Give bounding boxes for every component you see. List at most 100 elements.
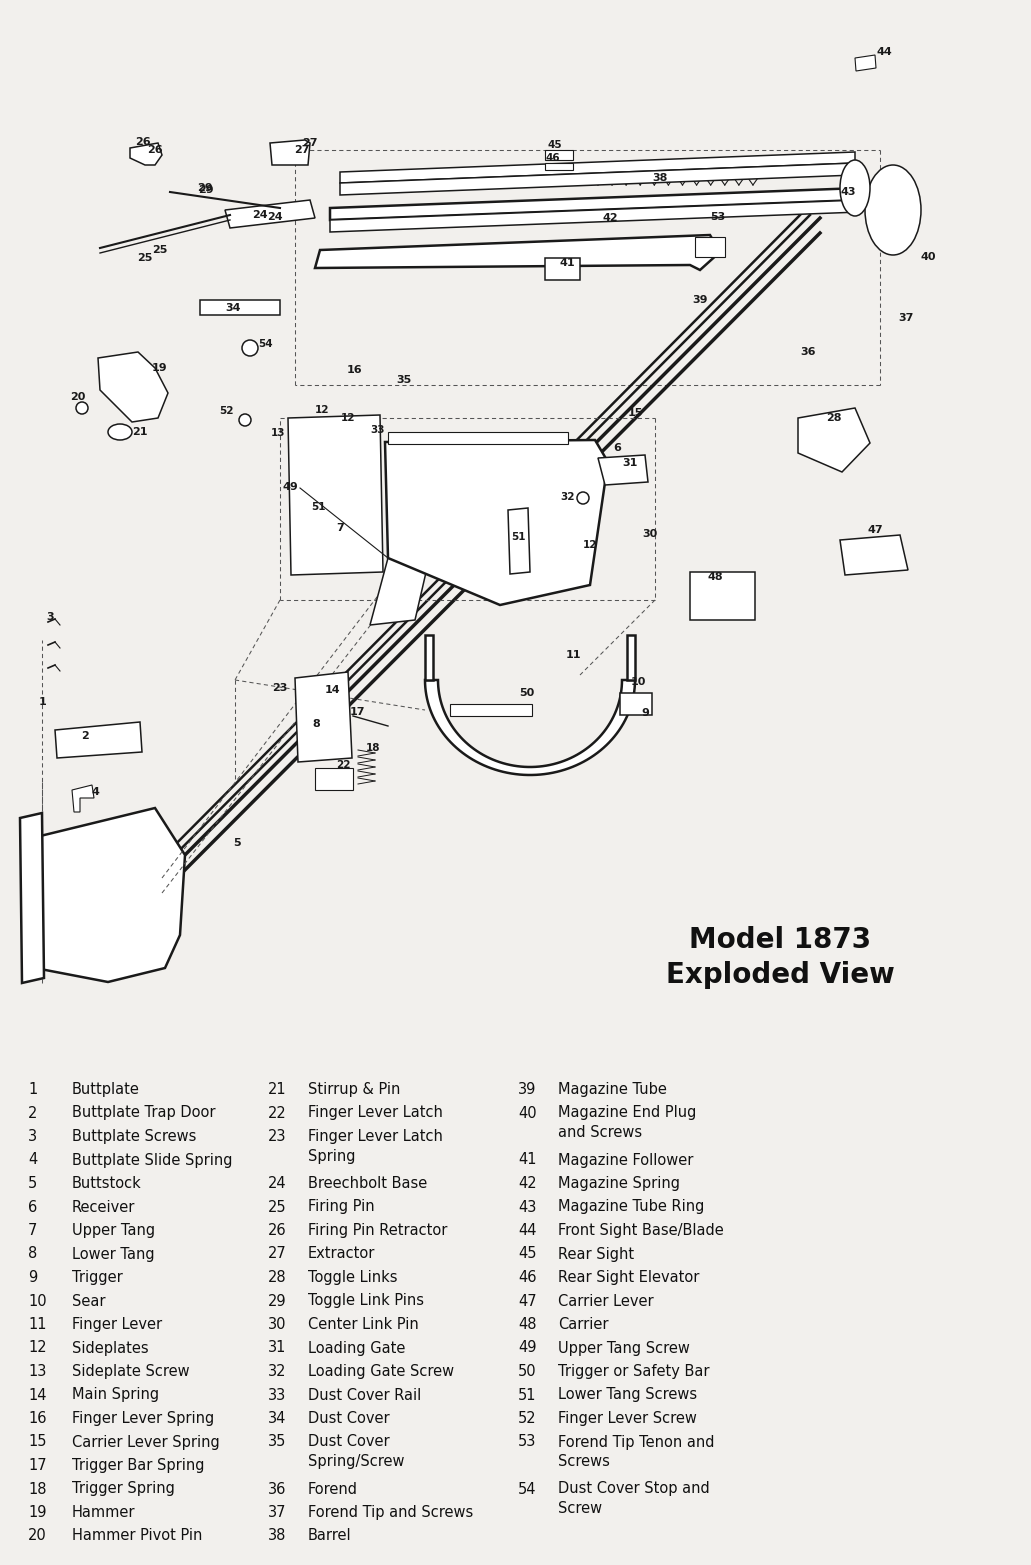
Text: 49: 49 [518, 1341, 536, 1355]
Text: Lower Tang Screws: Lower Tang Screws [558, 1388, 697, 1402]
Bar [315, 768, 353, 790]
Text: 12: 12 [28, 1341, 46, 1355]
Text: 26: 26 [135, 138, 151, 147]
Text: 10: 10 [630, 678, 645, 687]
Text: Toggle Links: Toggle Links [308, 1271, 398, 1285]
Text: 21: 21 [268, 1081, 287, 1097]
Polygon shape [20, 812, 44, 983]
Text: 5: 5 [28, 1175, 37, 1191]
Text: Finger Lever Spring: Finger Lever Spring [72, 1412, 214, 1426]
Text: Finger Lever Latch: Finger Lever Latch [308, 1128, 443, 1144]
Text: 44: 44 [876, 47, 892, 56]
Text: 54: 54 [518, 1482, 536, 1496]
Text: 43: 43 [518, 1199, 536, 1214]
Text: 9: 9 [641, 707, 648, 718]
Text: 12: 12 [583, 540, 597, 549]
Text: 52: 52 [518, 1412, 536, 1426]
Text: 32: 32 [268, 1365, 287, 1379]
Text: Buttplate Slide Spring: Buttplate Slide Spring [72, 1152, 233, 1167]
Text: 4: 4 [28, 1152, 37, 1167]
Text: 3: 3 [46, 612, 54, 621]
Text: Firing Pin Retractor: Firing Pin Retractor [308, 1222, 447, 1238]
Text: 30: 30 [642, 529, 658, 538]
Polygon shape [130, 142, 162, 164]
Text: 31: 31 [268, 1341, 287, 1355]
Text: 12: 12 [340, 413, 355, 423]
Polygon shape [855, 55, 876, 70]
Text: 50: 50 [518, 1365, 536, 1379]
Text: 9: 9 [28, 1271, 37, 1285]
Text: 36: 36 [800, 347, 816, 357]
Text: 4: 4 [92, 787, 100, 797]
Text: 6: 6 [613, 443, 621, 452]
Text: Trigger or Safety Bar: Trigger or Safety Bar [558, 1365, 709, 1379]
Text: 53: 53 [518, 1435, 536, 1449]
Text: 44: 44 [518, 1222, 536, 1238]
Text: 45: 45 [518, 1246, 536, 1261]
Text: 37: 37 [898, 313, 913, 322]
Text: Toggle Link Pins: Toggle Link Pins [308, 1294, 424, 1308]
Polygon shape [315, 235, 720, 271]
Text: Dust Cover Stop and: Dust Cover Stop and [558, 1482, 709, 1496]
Text: Center Link Pin: Center Link Pin [308, 1318, 419, 1332]
Text: 40: 40 [921, 252, 936, 261]
Text: 46: 46 [518, 1271, 536, 1285]
Text: Buttplate Screws: Buttplate Screws [72, 1128, 196, 1144]
Text: Spring: Spring [308, 1149, 356, 1164]
Text: 53: 53 [710, 211, 726, 222]
Text: 41: 41 [518, 1152, 536, 1167]
Text: Buttstock: Buttstock [72, 1175, 141, 1191]
Polygon shape [340, 163, 855, 196]
Polygon shape [840, 535, 908, 574]
Text: Loading Gate: Loading Gate [308, 1341, 405, 1355]
Text: 14: 14 [28, 1388, 46, 1402]
Text: 27: 27 [294, 146, 309, 155]
Text: Finger Lever Screw: Finger Lever Screw [558, 1412, 697, 1426]
Polygon shape [425, 681, 635, 775]
Text: 14: 14 [324, 685, 340, 695]
Text: 2: 2 [81, 731, 89, 740]
Text: 22: 22 [336, 761, 351, 770]
Text: 20: 20 [70, 391, 86, 402]
Polygon shape [72, 786, 94, 812]
Text: 45: 45 [547, 139, 562, 150]
Text: 5: 5 [233, 837, 241, 848]
Bar [388, 432, 568, 444]
Text: Forend: Forend [308, 1482, 358, 1496]
Polygon shape [98, 352, 168, 423]
Text: 32: 32 [561, 491, 575, 502]
Text: Extractor: Extractor [308, 1246, 375, 1261]
Text: Stirrup & Pin: Stirrup & Pin [308, 1081, 400, 1097]
Text: Magazine End Plug: Magazine End Plug [558, 1105, 696, 1121]
Text: Forend Tip and Screws: Forend Tip and Screws [308, 1506, 473, 1520]
Text: 50: 50 [520, 689, 535, 698]
Bar [450, 704, 532, 717]
Text: 23: 23 [272, 682, 288, 693]
Text: 38: 38 [268, 1529, 287, 1543]
Text: 49: 49 [282, 482, 298, 491]
Text: Carrier Lever: Carrier Lever [558, 1294, 654, 1308]
Polygon shape [385, 440, 608, 606]
Text: 48: 48 [518, 1318, 536, 1332]
Text: 17: 17 [350, 707, 365, 717]
Text: 37: 37 [268, 1506, 287, 1520]
Bar [545, 163, 573, 171]
Text: 41: 41 [559, 258, 575, 268]
Text: 24: 24 [267, 211, 282, 222]
Text: 34: 34 [268, 1412, 287, 1426]
Text: 29: 29 [198, 185, 213, 196]
Text: Hammer Pivot Pin: Hammer Pivot Pin [72, 1529, 202, 1543]
Text: Sideplate Screw: Sideplate Screw [72, 1365, 190, 1379]
Text: 26: 26 [268, 1222, 287, 1238]
Ellipse shape [242, 340, 258, 355]
Text: Lower Tang: Lower Tang [72, 1246, 155, 1261]
Text: 19: 19 [28, 1506, 46, 1520]
Text: Rear Sight Elevator: Rear Sight Elevator [558, 1271, 699, 1285]
Text: 10: 10 [28, 1294, 46, 1308]
Text: Forend Tip Tenon and: Forend Tip Tenon and [558, 1435, 714, 1449]
Text: 28: 28 [826, 413, 841, 423]
Text: Carrier: Carrier [558, 1318, 608, 1332]
Text: 11: 11 [28, 1318, 46, 1332]
Text: Dust Cover Rail: Dust Cover Rail [308, 1388, 422, 1402]
Text: 26: 26 [147, 146, 163, 155]
